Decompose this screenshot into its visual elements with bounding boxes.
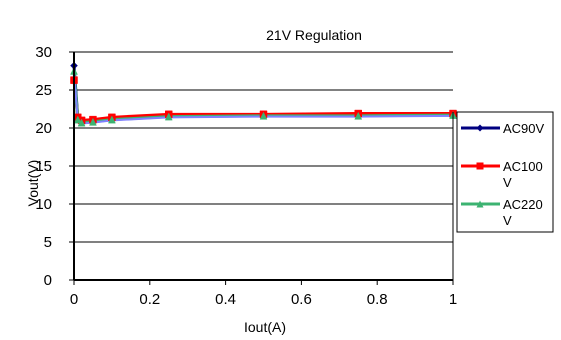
y-tick-label-6: 30 [35,44,52,61]
series-2-point-5 [164,112,173,121]
tick-labels: 0 5 10 15 20 25 30 0 0.2 0.4 0.6 0.8 1 [35,44,457,308]
x-tick-label-0: 0 [70,291,78,308]
y-tick-label-1: 5 [44,234,52,251]
legend-box [456,111,554,233]
chart-title: 21V Regulation [266,27,362,43]
x-tick-label-4: 0.8 [367,291,388,308]
y-axis-label: Vout(V) [25,160,41,207]
series-2-point-4 [107,115,116,124]
x-axis-label: Iout(A) [244,319,286,335]
legend-marker-1 [476,162,484,170]
legend-marker-2 [476,200,484,208]
x-tick-label-2: 0.4 [215,291,236,308]
x-tick-label-5: 1 [449,291,457,308]
legend-marker-0 [476,124,484,132]
y-tick-label-4: 20 [35,120,52,137]
legend-label-1: AC100 [503,159,543,174]
legend-label-0: AC90V [503,121,545,136]
series-2-point-1 [73,115,82,124]
series-lines [70,61,457,127]
y-tick-label-5: 25 [35,82,52,99]
legend-label-1-cont: V [503,175,512,190]
series-2-point-6 [259,111,268,120]
series-2-point-2 [77,118,86,127]
series-2-point-7 [354,111,363,120]
y-tick-label-2: 10 [35,196,52,213]
legend-label-2-cont: V [503,213,512,228]
x-tick-label-3: 0.6 [291,291,312,308]
legend-label-2: AC220 [503,197,543,212]
series-2-point-3 [89,117,97,126]
y-tick-label-3: 15 [35,158,52,175]
x-tick-label-1: 0.2 [139,291,160,308]
gridlines [74,51,453,243]
y-tick-label-0: 0 [44,272,52,289]
